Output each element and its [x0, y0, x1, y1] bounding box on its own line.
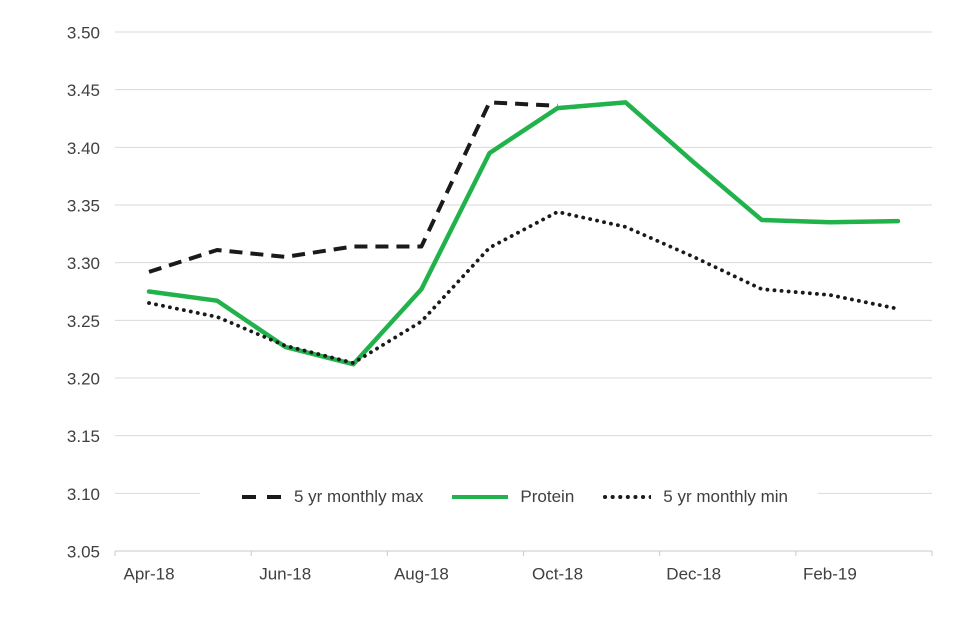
y-axis-tick-label: 3.50 [67, 24, 100, 43]
chart-legend: 5 yr monthly max Protein 5 yr monthly mi… [200, 478, 818, 516]
x-axis-tick-label: Apr-18 [124, 565, 175, 584]
series-line-protein [146, 100, 901, 367]
y-axis-tick-label: 3.20 [67, 370, 100, 389]
x-axis-tick-label: Oct-18 [532, 565, 583, 584]
y-axis-tick-label: 3.05 [67, 543, 100, 562]
y-axis-tick-label: 3.30 [67, 254, 100, 273]
x-axis-tick-label: Feb-19 [803, 565, 857, 584]
y-axis-tick-label: 3.25 [67, 312, 100, 331]
solid-line-sample-icon [452, 495, 509, 499]
legend-label-min: 5 yr monthly min [663, 487, 788, 506]
dashed-line-sample-icon [242, 495, 282, 499]
legend-item-min: 5 yr monthly min [603, 487, 788, 507]
series-line-5-yr-monthly-min [147, 209, 900, 365]
legend-label-protein: Protein [520, 487, 575, 506]
x-axis-tick-label: Jun-18 [259, 565, 311, 584]
y-axis-tick-label: 3.40 [67, 139, 100, 158]
series-line-5-yr-monthly-max [148, 100, 558, 274]
x-axis-tick-label: Aug-18 [394, 565, 449, 584]
y-axis-tick-label: 3.10 [67, 485, 100, 504]
dotted-line-sample-icon [603, 495, 652, 499]
legend-item-max: 5 yr monthly max [242, 487, 423, 507]
x-axis-tick-label: Dec-18 [666, 565, 721, 584]
y-axis-tick-label: 3.45 [67, 81, 100, 100]
legend-item-protein: Protein [452, 487, 574, 507]
legend-label-max: 5 yr monthly max [294, 487, 424, 506]
y-axis-tick-label: 3.35 [67, 197, 100, 216]
y-axis-tick-label: 3.15 [67, 427, 100, 446]
